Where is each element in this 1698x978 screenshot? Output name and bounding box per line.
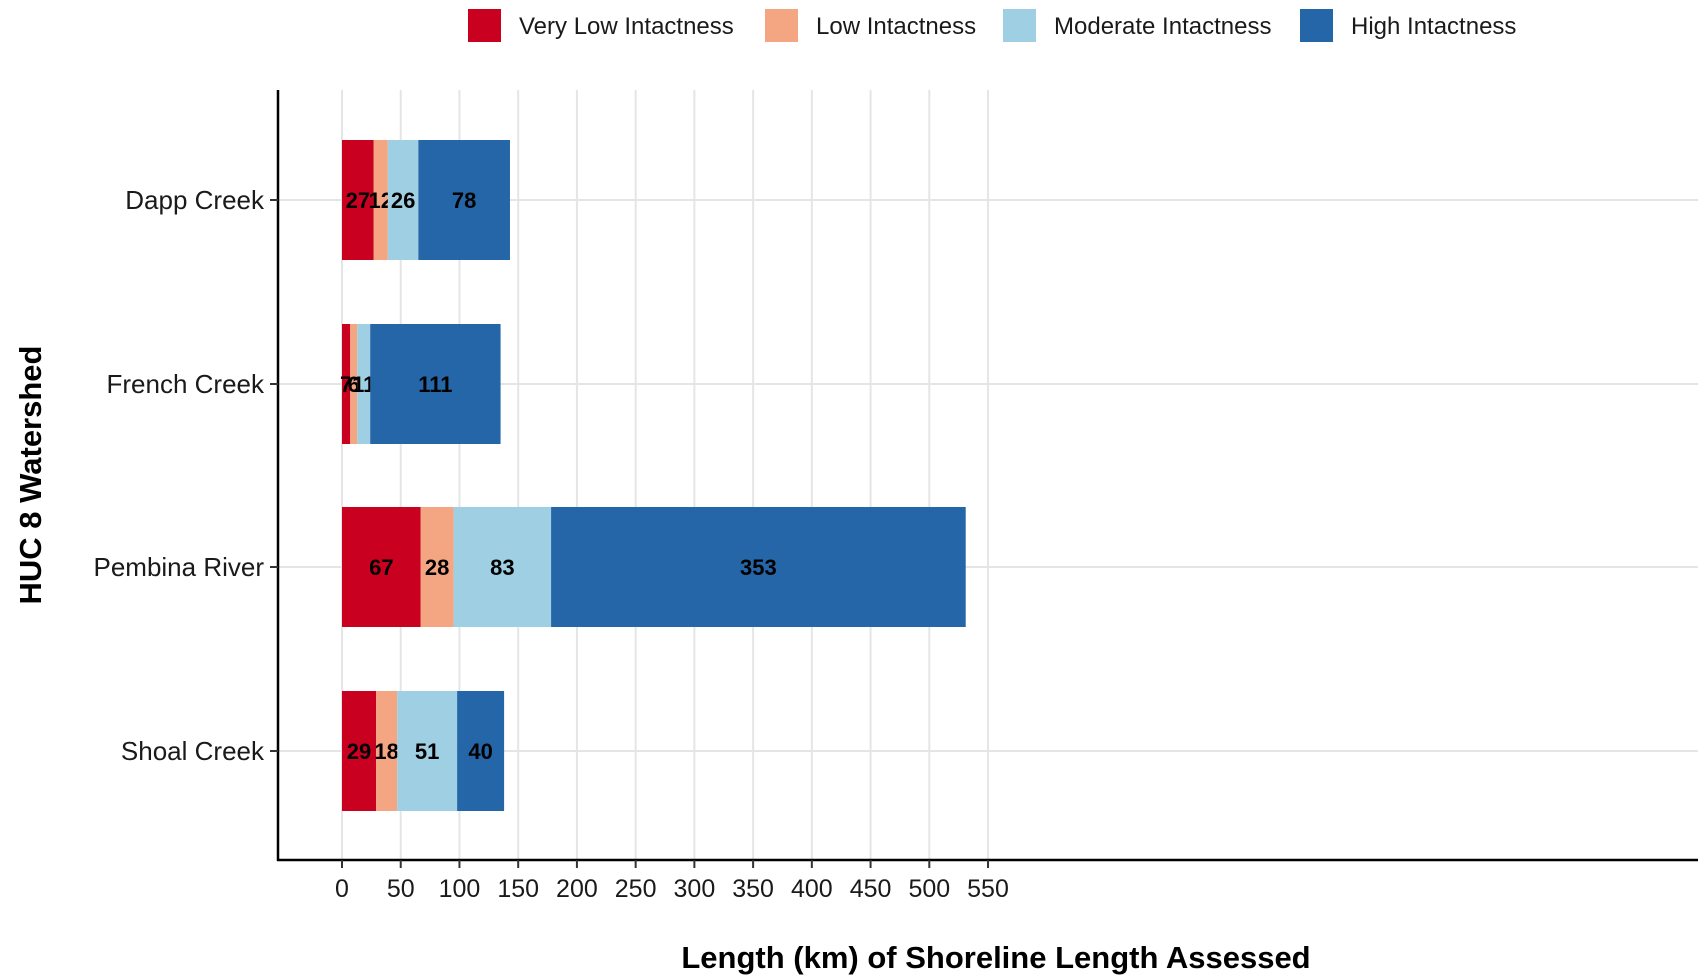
- y-tick-label-shoal-creek: Shoal Creek: [121, 736, 265, 766]
- y-tick-label-pembina-river: Pembina River: [93, 552, 264, 582]
- bar-label-dapp-creek-high-intactness: 78: [452, 188, 476, 213]
- bar-french-creek-low-intactness: [350, 324, 358, 444]
- x-tick-label-200: 200: [556, 875, 598, 903]
- bar-label-shoal-creek-high-intactness: 40: [468, 739, 492, 764]
- x-tick-label-500: 500: [908, 875, 950, 903]
- bar-french-creek-high-intactness: [370, 324, 501, 444]
- x-tick-label-400: 400: [791, 875, 833, 903]
- bar-label-pembina-river-high-intactness: 353: [740, 555, 777, 580]
- bar-label-pembina-river-low-intactness: 28: [425, 555, 449, 580]
- x-tick-label-250: 250: [615, 875, 657, 903]
- legend-swatch-very-low-intactness: [468, 9, 501, 42]
- bar-shoal-creek-low-intactness: [376, 691, 398, 811]
- y-tick-label-dapp-creek: Dapp Creek: [125, 185, 265, 215]
- bar-label-shoal-creek-moderate-intactness: 51: [415, 739, 439, 764]
- legend-label-moderate-intactness: Moderate Intactness: [1054, 13, 1271, 40]
- bar-shoal-creek-high-intactness: [457, 691, 505, 811]
- legend-swatch-high-intactness: [1300, 9, 1333, 42]
- x-tick-label-50: 50: [387, 875, 415, 903]
- bar-pembina-river-very-low-intactness: [342, 507, 421, 627]
- bar-dapp-creek-low-intactness: [373, 140, 388, 260]
- bar-french-creek-very-low-intactness: [342, 324, 351, 444]
- bar-label-french-creek-very-low-intactness: 7: [340, 372, 352, 397]
- bar-shoal-creek-moderate-intactness: [397, 691, 458, 811]
- bar-pembina-river-high-intactness: [551, 507, 966, 627]
- bar-label-french-creek-moderate-intactness: 11: [352, 372, 375, 397]
- x-tick-label-0: 0: [335, 875, 349, 903]
- bar-label-dapp-creek-moderate-intactness: 26: [391, 188, 415, 213]
- bar-french-creek-moderate-intactness: [357, 324, 371, 444]
- bar-label-shoal-creek-low-intactness: 18: [374, 739, 398, 764]
- bar-pembina-river-moderate-intactness: [453, 507, 552, 627]
- legend-swatch-low-intactness: [765, 9, 798, 42]
- bar-label-french-creek-high-intactness: 111: [418, 372, 452, 397]
- bar-dapp-creek-high-intactness: [418, 140, 510, 260]
- x-tick-label-100: 100: [439, 875, 481, 903]
- x-tick-label-450: 450: [850, 875, 892, 903]
- y-tick-label-french-creek: French Creek: [107, 369, 265, 399]
- y-axis-title: HUC 8 Watershed: [13, 346, 48, 605]
- bar-label-shoal-creek-very-low-intactness: 29: [347, 739, 371, 764]
- gridlines: [278, 90, 1698, 860]
- axes: 0 50 100 150 200 250 300 350 400 450 500 550 Dapp Cr…: [93, 90, 1698, 903]
- x-axis-title: Length (km) of Shoreline Length Assessed: [681, 940, 1310, 975]
- x-tick-label-300: 300: [674, 875, 716, 903]
- bar-label-dapp-creek-very-low-intactness: 27: [346, 188, 370, 213]
- legend-swatch-moderate-intactness: [1003, 9, 1036, 42]
- legend-label-high-intactness: High Intactness: [1351, 13, 1516, 40]
- bar-shoal-creek-very-low-intactness: [342, 691, 377, 811]
- legend-label-low-intactness: Low Intactness: [816, 13, 976, 40]
- bar-pembina-river-low-intactness: [420, 507, 454, 627]
- x-tick-label-350: 350: [732, 875, 774, 903]
- legend: Very Low Intactness Low Intactness Moderat…: [468, 9, 1516, 42]
- x-tick-label-150: 150: [497, 875, 539, 903]
- bar-label-pembina-river-very-low-intactness: 67: [369, 555, 393, 580]
- legend-label-very-low-intactness: Very Low Intactness: [519, 13, 734, 40]
- bar-dapp-creek-very-low-intactness: [342, 140, 374, 260]
- x-tick-label-550: 550: [967, 875, 1009, 903]
- bar-dapp-creek-moderate-intactness: [387, 140, 419, 260]
- bar-label-french-creek-low-intactness: 6: [348, 372, 360, 397]
- bar-label-pembina-river-moderate-intactness: 83: [490, 555, 514, 580]
